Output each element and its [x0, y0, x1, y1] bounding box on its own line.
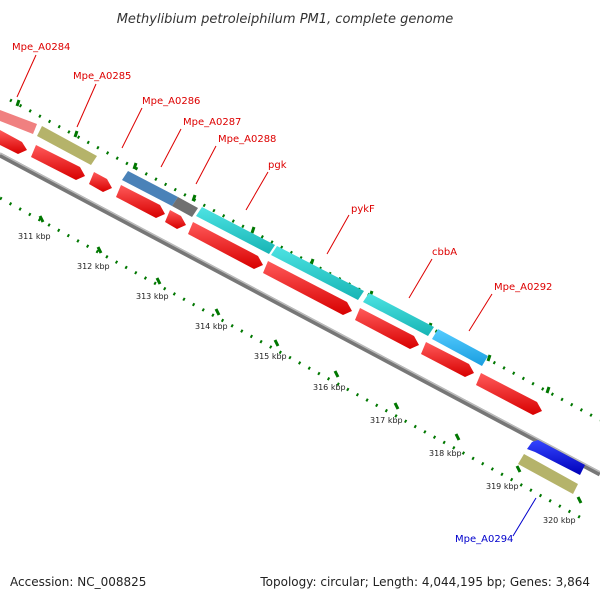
tick-label: 315 kbp [254, 352, 287, 361]
gene-label[interactable]: Mpe_A0292 [494, 282, 552, 293]
gene-label[interactable]: Mpe_A0294 [455, 534, 513, 545]
gene-label[interactable]: Mpe_A0284 [12, 42, 70, 53]
tick-label: 319 kbp [486, 482, 519, 491]
feature-bar [432, 329, 488, 366]
reverse-track [518, 440, 585, 494]
genome-backbone-highlight [0, 152, 600, 473]
gene-label[interactable]: Mpe_A0286 [142, 96, 200, 107]
gene-labels: Mpe_A0284 Mpe_A0285 Mpe_A0286 Mpe_A0287 … [12, 42, 552, 545]
gene-label[interactable]: cbbA [432, 247, 457, 258]
cds-arrow [31, 145, 85, 180]
inner-major-ticks [38, 215, 583, 504]
feature-bar [363, 293, 434, 336]
gene-label[interactable]: Mpe_A0285 [73, 71, 131, 82]
forward-label-leaders [16, 54, 493, 332]
reverse-feature-bar [518, 454, 578, 494]
tick-label: 316 kbp [313, 383, 346, 392]
cds-arrow [188, 222, 263, 269]
cds-arrow [0, 130, 27, 154]
genome-backbone [0, 152, 600, 477]
cds-arrow [165, 210, 186, 229]
feature-bar [0, 110, 37, 134]
accession-text: Accession: NC_008825 [10, 575, 146, 589]
cds-arrow [421, 342, 474, 377]
map-title: Methylibium petroleiphilum PM1, complete… [117, 12, 454, 27]
cds-arrow [89, 172, 112, 192]
tick-label: 313 kbp [136, 292, 169, 301]
gene-label[interactable]: Mpe_A0287 [183, 117, 241, 128]
feature-bar [196, 207, 275, 254]
feature-track [0, 110, 488, 366]
kbp-tick-labels: 311 kbp 312 kbp 313 kbp 314 kbp 315 kbp … [18, 232, 576, 525]
outer-major-ticks [15, 99, 551, 394]
tick-label: 320 kbp [543, 516, 576, 525]
feature-bar [271, 246, 364, 300]
reverse-label-leader [512, 497, 537, 537]
cds-arrow [263, 261, 352, 315]
feature-bar [122, 171, 178, 206]
tick-label: 318 kbp [429, 449, 462, 458]
tick-label: 312 kbp [77, 262, 110, 271]
cds-arrow [355, 308, 419, 349]
tick-label: 317 kbp [370, 416, 403, 425]
inner-tick-track [0, 196, 586, 522]
gene-label[interactable]: pgk [268, 160, 287, 171]
gene-label[interactable]: Mpe_A0288 [218, 134, 276, 145]
tick-label: 314 kbp [195, 322, 228, 331]
cds-arrow [116, 185, 165, 218]
reverse-cds-arrow [527, 440, 585, 475]
tick-label: 311 kbp [18, 232, 51, 241]
outer-tick-track [9, 98, 600, 422]
feature-bar [37, 126, 97, 165]
feature-bar [172, 197, 198, 217]
topology-summary: Topology: circular; Length: 4,044,195 bp… [259, 575, 590, 589]
cds-arrow [476, 373, 542, 415]
forward-cds-track [0, 130, 542, 415]
gene-label[interactable]: pykF [351, 204, 375, 215]
